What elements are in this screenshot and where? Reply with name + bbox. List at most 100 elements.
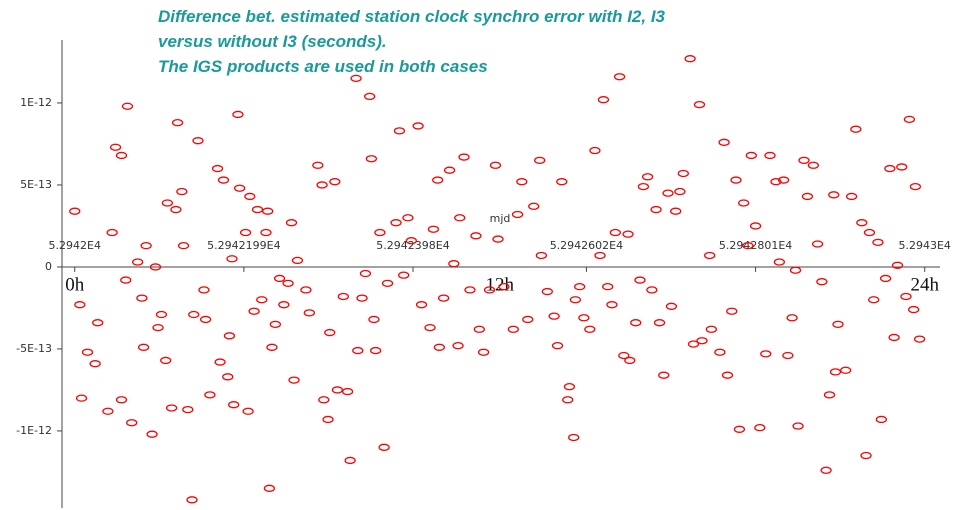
point [888,333,900,342]
point [288,376,300,384]
point [684,55,696,63]
point [337,292,349,301]
point [256,296,268,304]
point [374,228,386,237]
point [770,178,782,186]
point [244,192,256,201]
point [584,325,596,333]
point [226,255,238,263]
point [637,182,650,191]
point [578,314,590,322]
point [352,346,364,355]
point [773,258,786,266]
point [653,319,666,327]
point [443,166,456,174]
y-tick-label: -5E-13 [16,342,52,355]
point [171,118,184,127]
point [832,320,844,328]
point [263,484,276,492]
point [69,207,81,215]
point [618,351,630,360]
point [232,110,244,119]
point [74,301,86,309]
point [356,294,368,302]
point [223,332,236,340]
point [161,199,174,207]
point [115,396,128,404]
point [483,286,496,294]
point [714,348,726,356]
point [786,314,798,322]
point [573,282,586,291]
chart-title: Difference bet. estimated station clock … [158,7,666,26]
point [458,153,470,161]
point [89,360,101,368]
point [140,241,152,250]
point [198,286,210,294]
point [260,228,272,237]
point [677,169,689,178]
annotation: 0h [65,274,85,295]
point [789,266,802,274]
point [563,383,576,391]
point [160,356,172,365]
point [884,164,896,173]
point [792,422,804,430]
point [863,228,876,237]
point [872,238,884,247]
point [165,404,178,412]
x-tick-label: 5.2942199E4 [207,239,280,252]
point [541,287,553,296]
point [868,296,880,304]
point [405,237,417,245]
x-tick-label: 5.2942398E4 [376,239,449,252]
point [875,415,888,424]
point [641,173,654,181]
point [402,214,414,222]
point [721,371,734,379]
point [120,276,132,284]
point [269,320,281,328]
annotation: 24h [910,274,939,295]
point [764,151,776,160]
point [730,176,742,184]
point [687,340,700,348]
point [149,263,162,271]
y-tick-label: 1E-12 [20,96,52,109]
point [662,189,674,197]
point [331,386,344,394]
point [823,391,836,399]
point [233,184,246,192]
point [733,425,746,433]
point [368,315,380,324]
point [856,219,868,227]
x-tick-label: 5.2942602E4 [550,239,623,252]
point [390,219,402,227]
point [300,286,312,294]
point [807,161,820,169]
point [424,323,436,332]
point [273,274,286,283]
point [170,205,182,214]
x-axis-label: mjd [490,212,511,225]
point [829,368,842,376]
point [535,251,548,260]
point [464,286,476,294]
point [658,371,670,379]
point [609,228,621,237]
point [251,205,264,214]
point [381,279,394,287]
point [606,301,618,309]
point [909,182,922,191]
point [398,271,410,279]
point [92,319,104,327]
point [81,348,94,356]
point [646,286,658,294]
chart-title: versus without I3 (seconds). [158,32,387,51]
point [106,228,118,237]
point [182,405,194,414]
point [828,191,840,199]
point [359,269,372,278]
point [891,261,904,269]
point [285,219,298,227]
